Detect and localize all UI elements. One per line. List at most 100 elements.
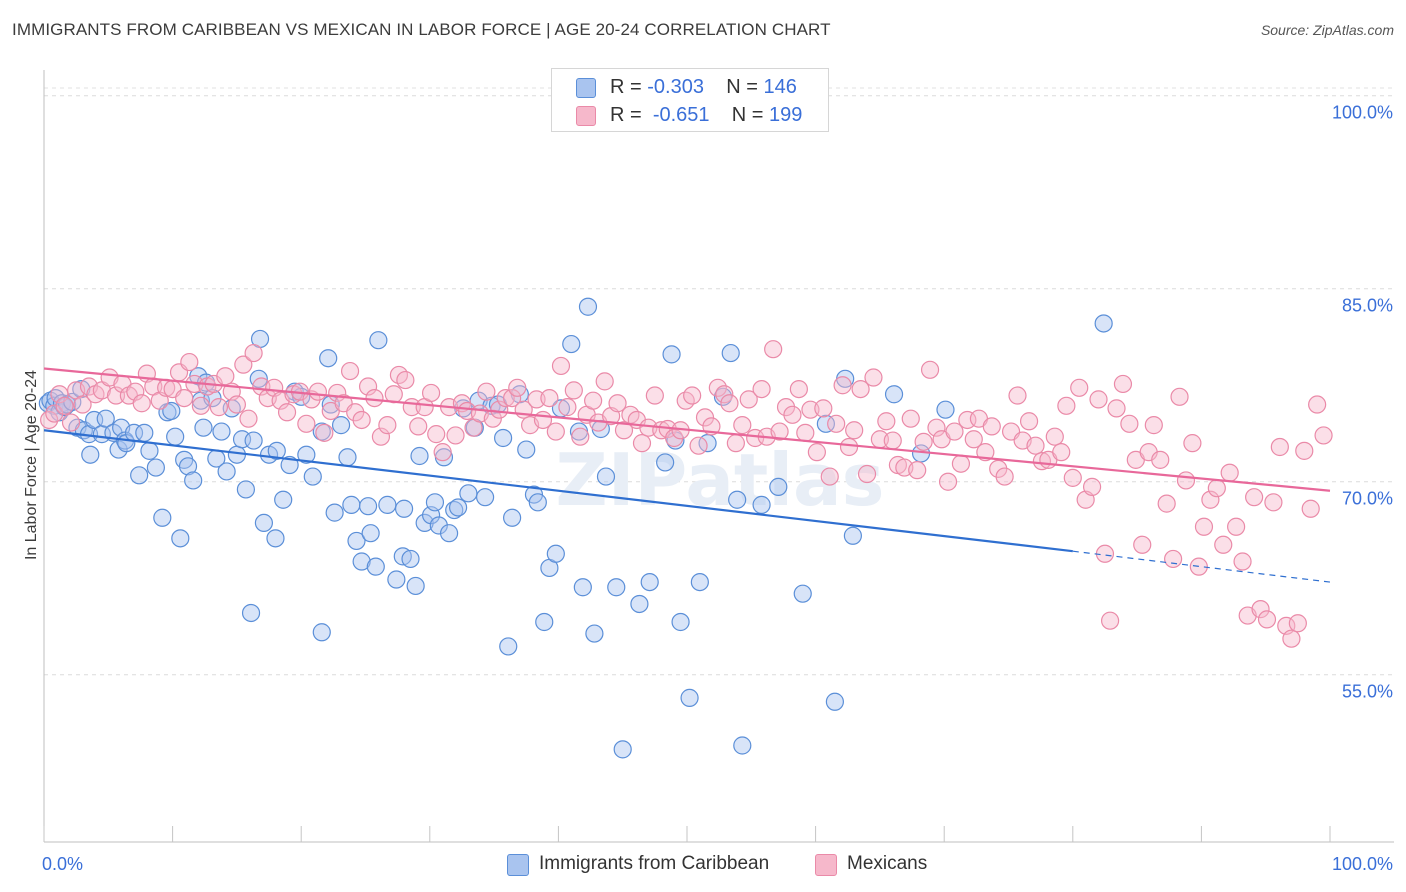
caribbean-point (254, 513, 274, 533)
caribbean-point (166, 427, 185, 446)
legend-label: R = -0.651 N = 199 (610, 104, 803, 126)
tick-labels: 55.0% 70.0% 85.0% 100.0% 0.0% 100.0% (42, 103, 1393, 874)
mexican-point (1233, 552, 1252, 571)
caribbean-point (394, 499, 414, 518)
mexican-point (632, 434, 652, 453)
mexican-point (1183, 434, 1202, 453)
mexican-point (73, 395, 92, 414)
mexican-point (371, 427, 391, 446)
caribbean-point (499, 637, 518, 656)
mexican-point (845, 421, 864, 440)
mexican-point (976, 443, 995, 462)
legend-label: R = -0.303 N = 146 (610, 76, 797, 98)
mexican-point (558, 398, 577, 417)
mexican-point (446, 426, 465, 445)
mexican-point (1207, 479, 1226, 498)
mexican-point (540, 389, 559, 408)
caribbean-point (733, 736, 752, 755)
mexican-point (409, 417, 428, 436)
mexican-point (715, 385, 734, 404)
mexican-point (945, 422, 964, 441)
caribbean-point (936, 400, 955, 419)
mexican-point (789, 379, 808, 399)
mexican-point (1288, 614, 1307, 633)
mexican-point (833, 376, 852, 395)
caribbean-point (546, 544, 565, 563)
mexican-point (683, 386, 702, 405)
mexican-point (490, 400, 509, 419)
caribbean-point (312, 623, 331, 642)
caribbean-point (146, 458, 165, 477)
mexican-point (1227, 517, 1246, 536)
mexican-point (1214, 535, 1233, 554)
mexican-point (689, 436, 708, 455)
mexican-point (126, 382, 145, 401)
caribbean-point (378, 495, 397, 514)
caribbean-point (640, 572, 659, 592)
caribbean-point (325, 503, 344, 522)
mexican-point (55, 396, 74, 415)
caribbean-point (369, 331, 388, 350)
caribbean-point (596, 467, 616, 486)
caribbean-point (680, 688, 699, 707)
caribbean-point (178, 457, 198, 476)
caribbean-point (459, 484, 478, 503)
mexican-point (1019, 412, 1039, 431)
caribbean-point (338, 448, 357, 467)
mexican-point (864, 368, 883, 387)
mexican-point (508, 378, 527, 397)
caribbean-point (140, 441, 159, 460)
mexican-point (180, 352, 199, 372)
mexican-point (645, 386, 664, 405)
mexican-point (839, 437, 859, 457)
mexican-point (1201, 490, 1220, 509)
caribbean-point (347, 531, 366, 551)
caribbean-point (448, 498, 468, 517)
mexican-point (1133, 535, 1152, 554)
source-label: Source: ZipAtlas.com (1260, 22, 1394, 38)
mexican-point (951, 454, 971, 473)
series-legend: Immigrants from Caribbean Mexicans (0, 852, 1406, 878)
mexican-point (1251, 600, 1270, 619)
y-tick-label: 100.0% (1332, 103, 1393, 123)
caribbean-points (38, 297, 1113, 759)
mexican-point (807, 443, 826, 462)
mexican-point (551, 356, 571, 376)
mexican-point (106, 386, 126, 405)
mexican-point (1107, 399, 1126, 418)
y-tick-label: 55.0% (1342, 682, 1393, 702)
caribbean-point (517, 440, 536, 459)
caribbean-point (721, 343, 740, 363)
mexican-point (234, 355, 253, 374)
mexican-point (1157, 494, 1176, 513)
mexican-point (378, 416, 397, 435)
caribbean-point (130, 466, 149, 485)
legend-swatch-blue (576, 78, 596, 98)
mexican-point (1144, 416, 1163, 435)
mexican-point (1264, 493, 1283, 512)
caribbean-point (331, 416, 351, 435)
y-tick-label: 70.0% (1342, 489, 1393, 509)
mexican-point (726, 434, 745, 453)
caribbean-point (135, 423, 154, 442)
caribbean-point (194, 418, 213, 437)
caribbean-point (96, 409, 115, 428)
caribbean-point (585, 624, 604, 643)
mexican-point (433, 443, 452, 462)
caribbean-point (613, 740, 632, 759)
mexican-point (1120, 414, 1139, 433)
mexican-point (801, 400, 820, 419)
caribbean-point (171, 529, 190, 548)
mexican-point (827, 414, 846, 433)
mexican-point (571, 427, 590, 446)
mexican-point (739, 390, 758, 409)
mexican-point (1052, 443, 1071, 462)
mexican-point (396, 370, 415, 390)
mexican-point (340, 361, 360, 381)
mexican-points (40, 340, 1333, 648)
mexican-point (920, 360, 940, 379)
caribbean-point (387, 570, 406, 589)
mexican-point (1063, 468, 1082, 487)
caribbean-point (475, 488, 495, 507)
mexican-point (883, 431, 902, 450)
